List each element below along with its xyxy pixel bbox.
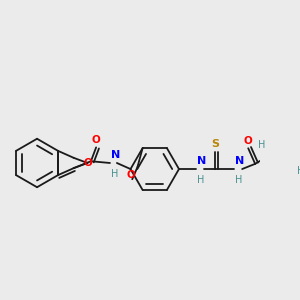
Text: N: N	[197, 156, 206, 167]
Text: O: O	[92, 135, 100, 145]
Text: H: H	[111, 169, 118, 179]
Text: S: S	[211, 139, 219, 149]
Text: N: N	[111, 150, 120, 161]
Text: O: O	[244, 136, 253, 146]
Text: H: H	[197, 175, 205, 185]
Text: H: H	[297, 167, 300, 176]
Text: O: O	[127, 170, 136, 180]
Text: H: H	[235, 175, 243, 185]
Text: H: H	[258, 140, 266, 150]
Text: O: O	[83, 158, 92, 168]
Text: N: N	[235, 156, 244, 167]
